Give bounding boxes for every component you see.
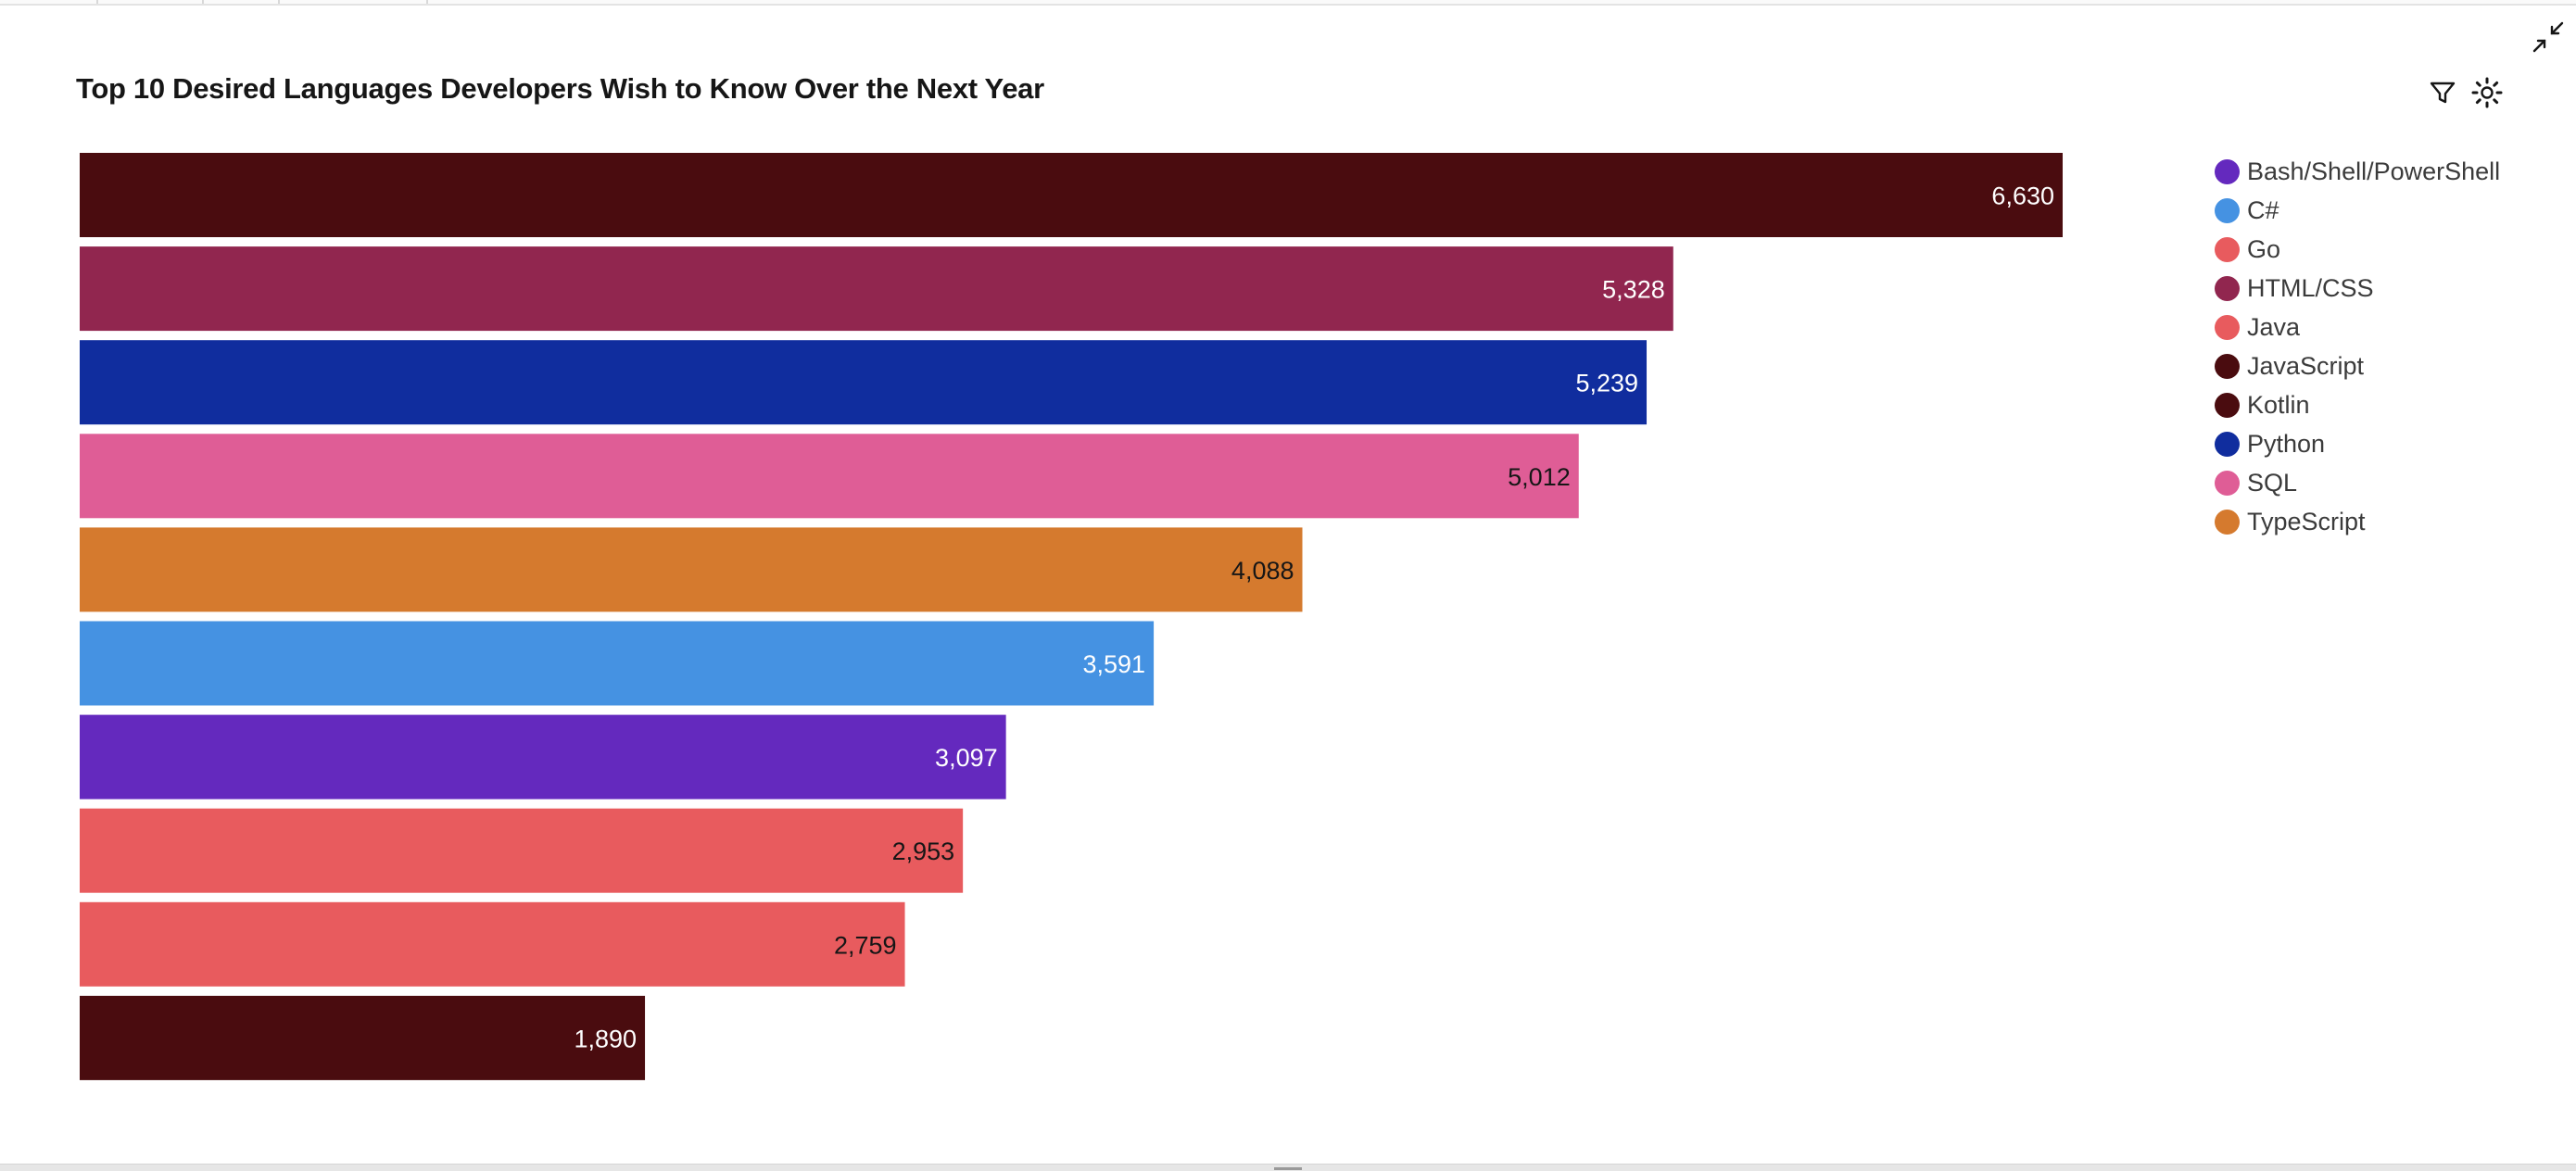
legend-item-java[interactable]: Java xyxy=(2215,308,2567,346)
data-label-c: 3,591 xyxy=(1083,650,1146,678)
bar-c[interactable] xyxy=(80,621,1155,706)
data-label-bash-shell-powershell: 3,097 xyxy=(935,744,998,772)
bottom-resize-bar[interactable] xyxy=(0,1164,2576,1171)
top-toolbar-strip xyxy=(0,0,2576,6)
legend-label: HTML/CSS xyxy=(2247,273,2374,302)
legend-label: Bash/Shell/PowerShell xyxy=(2247,157,2501,185)
legend-item-html-css[interactable]: HTML/CSS xyxy=(2215,269,2567,308)
legend-label: Python xyxy=(2247,429,2326,458)
legend-item-python[interactable]: Python xyxy=(2215,424,2567,463)
data-label-typescript: 4,088 xyxy=(1231,557,1294,585)
legend-swatch xyxy=(2215,353,2240,379)
legend-item-kotlin[interactable]: Kotlin xyxy=(2215,385,2567,424)
resize-grip[interactable] xyxy=(1274,1167,1302,1170)
filter-icon xyxy=(2430,82,2456,104)
legend-label: JavaScript xyxy=(2247,351,2365,380)
data-label-java: 2,953 xyxy=(892,837,955,865)
data-label-python: 5,239 xyxy=(1575,370,1638,397)
legend-label: Java xyxy=(2247,312,2301,341)
legend-item-sql[interactable]: SQL xyxy=(2215,463,2567,502)
bar-javascript[interactable] xyxy=(80,153,2063,237)
collapse-icon xyxy=(2532,21,2564,53)
bar-plot-area: 6,630 5,328 5,239 5,012 4,088 3,591 3,097 2,953… xyxy=(80,153,2063,1080)
bar-python[interactable] xyxy=(80,340,1648,425)
chart-title: Top 10 Desired Languages Developers Wish… xyxy=(76,72,1044,105)
legend-label: C# xyxy=(2247,195,2279,224)
legend-swatch xyxy=(2215,236,2240,262)
legend-label: SQL xyxy=(2247,468,2298,497)
data-label-go: 2,759 xyxy=(834,931,897,959)
data-label-javascript: 6,630 xyxy=(1991,183,2054,210)
legend-item-javascript[interactable]: JavaScript xyxy=(2215,346,2567,385)
legend-swatch xyxy=(2215,197,2240,223)
bar-sql[interactable] xyxy=(80,434,1579,519)
legend-swatch xyxy=(2215,392,2240,418)
legend-label: Kotlin xyxy=(2247,390,2310,419)
legend-swatch xyxy=(2215,509,2240,535)
legend-label: TypeScript xyxy=(2247,507,2366,535)
data-label-kotlin: 1,890 xyxy=(574,1025,637,1052)
legend-swatch xyxy=(2215,158,2240,184)
bar-html-css[interactable] xyxy=(80,246,1673,332)
legend-item-c[interactable]: C# xyxy=(2215,191,2567,230)
bar-bash-shell-powershell[interactable] xyxy=(80,714,1006,800)
bar-kotlin[interactable] xyxy=(80,995,646,1080)
legend-swatch xyxy=(2215,314,2240,340)
settings-button[interactable] xyxy=(2469,74,2506,111)
legend-item-bash-shell-powershell[interactable]: Bash/Shell/PowerShell xyxy=(2215,152,2567,191)
legend-swatch xyxy=(2215,470,2240,496)
data-label-html-css: 5,328 xyxy=(1602,276,1665,304)
collapse-button[interactable] xyxy=(2530,19,2567,56)
bar-typescript[interactable] xyxy=(80,527,1303,612)
settings-icon xyxy=(2471,77,2503,108)
legend-label: Go xyxy=(2247,234,2281,263)
data-label-sql: 5,012 xyxy=(1508,463,1571,491)
bar-java[interactable] xyxy=(80,808,964,893)
legend-swatch xyxy=(2215,431,2240,457)
legend-item-typescript[interactable]: TypeScript xyxy=(2215,502,2567,541)
chart-legend: Bash/Shell/PowerShell C# Go HTML/CSS Java Jav… xyxy=(2215,152,2567,541)
legend-item-go[interactable]: Go xyxy=(2215,230,2567,269)
bar-go[interactable] xyxy=(80,901,905,987)
filter-button[interactable] xyxy=(2424,74,2461,111)
legend-swatch xyxy=(2215,275,2240,301)
